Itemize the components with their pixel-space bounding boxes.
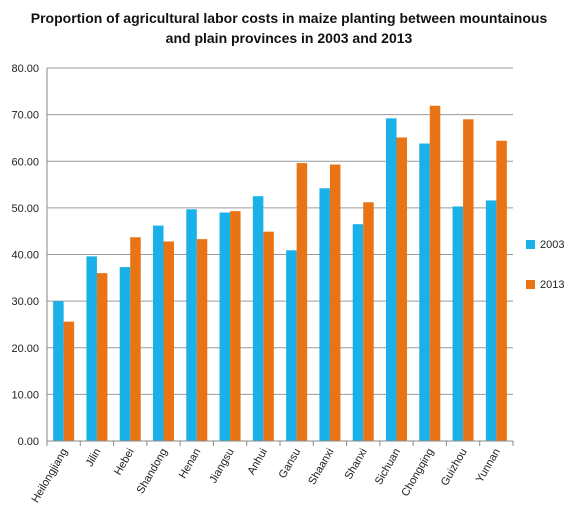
- x-category-label: Sichuan: [373, 447, 403, 487]
- y-tick-label: 30.00: [11, 296, 39, 308]
- bar-2013-yunnan: [496, 140, 507, 442]
- bar-2013-shanxi: [363, 202, 374, 441]
- x-category-label: Gansu: [277, 447, 304, 481]
- x-category-label: Hebei: [112, 447, 137, 478]
- x-category-label: Guizhou: [439, 447, 470, 488]
- bar-2013-heilongjiang: [63, 321, 75, 441]
- y-tick-label: 80.00: [11, 63, 39, 75]
- bars: [53, 105, 507, 442]
- y-tick-label: 50.00: [11, 203, 39, 215]
- chart-title: Proportion of agricultural labor costs i…: [0, 8, 578, 48]
- x-category-label: Henan: [177, 447, 204, 481]
- bar-2013-gansu: [296, 163, 308, 442]
- bar-2013-jilin: [96, 273, 108, 441]
- bar-2003-shaanxi: [319, 188, 330, 441]
- x-category-label: Shandong: [135, 447, 170, 496]
- legend: 2003 2013: [526, 239, 564, 291]
- bar-2003-jiangsu: [219, 212, 231, 441]
- bar-2013-guizhou: [463, 119, 474, 441]
- bar-2013-chongqing: [429, 105, 441, 442]
- x-category-label: Yunnan: [474, 447, 503, 485]
- chart-title-line-2: and plain provinces in 2003 and 2013: [165, 30, 413, 46]
- bar-2013-jiangsu: [230, 211, 241, 441]
- bar-2003-sichuan: [386, 118, 397, 441]
- bar-2013-shandong: [163, 241, 174, 441]
- y-axis-tick-labels: 0.00 10.00 20.00 30.00 40.00 50.00 60.00 70.00 8…: [11, 63, 39, 448]
- bar-2013-shaanxi: [329, 164, 341, 442]
- bar-2003-jilin: [86, 256, 97, 441]
- x-category-label: Heilongjiang: [30, 447, 71, 505]
- y-tick-label: 20.00: [11, 343, 39, 355]
- x-category-label: Chongqing: [399, 447, 436, 499]
- legend-label-2013: 2013: [540, 279, 564, 291]
- bar-2013-sichuan: [396, 137, 407, 441]
- bar-2003-chongqing: [419, 143, 430, 441]
- legend-swatch-2003: [526, 240, 535, 249]
- bar-2003-gansu: [286, 250, 297, 441]
- y-tick-label: 70.00: [11, 110, 39, 122]
- legend-swatch-2013: [526, 280, 535, 289]
- bar-2003-hebei: [119, 267, 131, 441]
- bar-2003-anhui: [252, 196, 264, 441]
- chart-title-line-1: Proportion of agricultural labor costs i…: [30, 10, 548, 26]
- x-category-label: Jiangsu: [207, 447, 236, 486]
- bar-2003-heilongjiang: [53, 301, 64, 441]
- bar-2013-anhui: [263, 231, 274, 441]
- x-category-label: Shaanxi: [306, 447, 336, 487]
- y-tick-label: 60.00: [11, 156, 39, 168]
- gridlines: [47, 67, 513, 442]
- y-tick-label: 40.00: [11, 250, 39, 262]
- y-tick-label: 0.00: [18, 436, 39, 448]
- x-category-label: Jilin: [84, 447, 104, 469]
- bar-2003-henan: [186, 209, 197, 441]
- bar-2013-henan: [196, 239, 208, 441]
- x-category-label: Shanxi: [343, 447, 370, 482]
- axes: [46, 68, 514, 446]
- bar-2003-shanxi: [352, 224, 364, 441]
- y-tick-label: 10.00: [11, 389, 39, 401]
- bar-2003-guizhou: [452, 206, 464, 441]
- bar-2003-yunnan: [485, 200, 497, 441]
- bar-2003-shandong: [153, 225, 164, 441]
- bar-2013-hebei: [130, 237, 141, 441]
- x-category-label: Anhui: [245, 447, 269, 477]
- legend-label-2003: 2003: [540, 239, 564, 251]
